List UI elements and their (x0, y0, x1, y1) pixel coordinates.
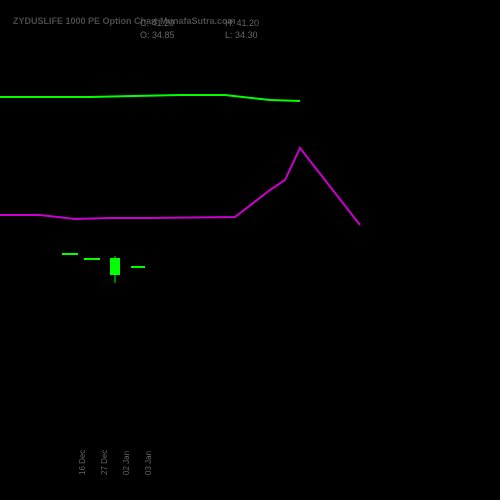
option-chart: ZYDUSLIFE 1000 PE Option Chart MunafaSut… (0, 0, 500, 500)
green-series-line (0, 95, 300, 101)
candles-group (62, 253, 145, 283)
x-label: 16 Dec (78, 450, 87, 475)
plot-svg (0, 0, 500, 500)
candle-body (84, 258, 100, 260)
candle-body (62, 253, 78, 255)
x-label: 27 Dec (100, 450, 109, 475)
x-label: 03 Jan (144, 451, 153, 475)
candle-body (110, 258, 120, 275)
candle-body (131, 266, 145, 268)
x-label: 02 Jan (122, 451, 131, 475)
magenta-series-line (0, 148, 360, 225)
